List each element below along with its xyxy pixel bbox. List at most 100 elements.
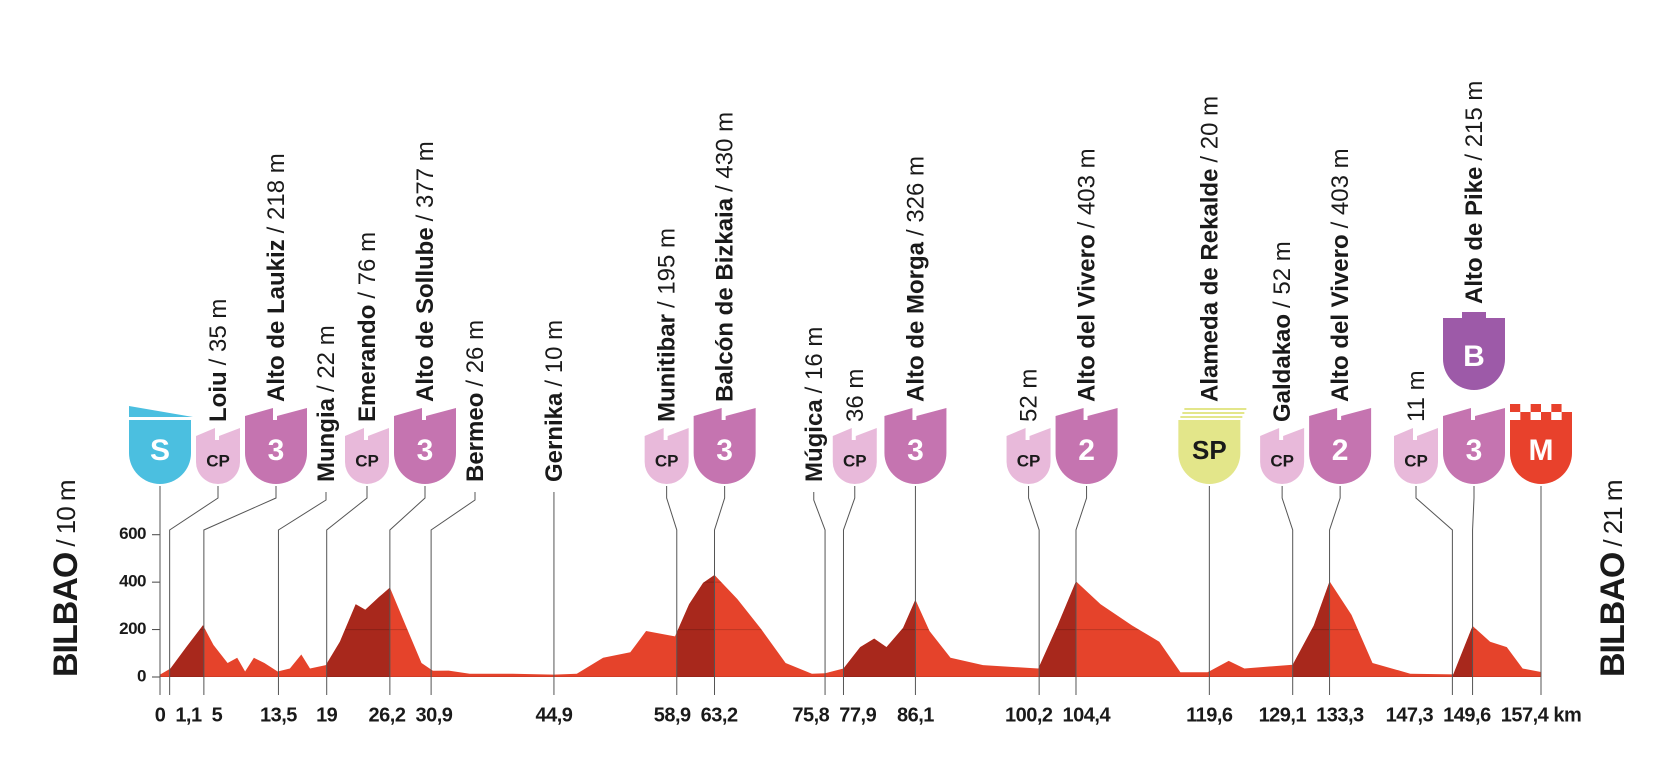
badge-flag bbox=[1443, 318, 1505, 326]
badge-flag bbox=[1530, 404, 1541, 412]
x-tick-label: 26,2 bbox=[369, 704, 406, 726]
climb-shade bbox=[326, 587, 390, 677]
y-tick-label: 600 bbox=[119, 524, 146, 543]
badge-flag bbox=[693, 408, 722, 420]
badge bbox=[345, 440, 389, 484]
badge-flag bbox=[1087, 408, 1118, 420]
waypoint-altitude: / 218 m bbox=[263, 153, 290, 233]
badge-label: CP bbox=[655, 451, 679, 470]
leader-line bbox=[714, 486, 726, 695]
waypoint-label: Alto de Pike / 215 m bbox=[1461, 81, 1488, 304]
x-tick-label: 77,9 bbox=[839, 704, 876, 726]
x-tick-label: 75,8 bbox=[792, 704, 829, 726]
waypoint-name: Loiu bbox=[205, 371, 232, 422]
badge-flag bbox=[1462, 312, 1486, 319]
x-tick-label: 19 bbox=[316, 704, 338, 726]
badge bbox=[644, 440, 689, 484]
waypoint-altitude: / 215 m bbox=[1461, 81, 1488, 161]
badge bbox=[196, 440, 240, 484]
climb-shade bbox=[676, 575, 715, 677]
waypoint-altitude: / 430 m bbox=[711, 112, 738, 192]
start-altitude: / 10 m bbox=[51, 480, 81, 546]
climb-shade bbox=[1452, 626, 1473, 677]
badge-label: 3 bbox=[268, 434, 285, 467]
waypoint-name: Alto del Vivero bbox=[1327, 234, 1354, 402]
waypoint-altitude: / 195 m bbox=[653, 228, 680, 308]
waypoint-name: Galdakao bbox=[1269, 314, 1296, 422]
badge-flag bbox=[884, 408, 913, 420]
badge-flag bbox=[667, 428, 689, 440]
badge bbox=[1443, 420, 1505, 484]
badge-flag bbox=[1341, 408, 1372, 420]
x-tick-label: 149,6 bbox=[1443, 704, 1491, 726]
waypoint-altitude: 36 m bbox=[841, 369, 868, 422]
badge-flag bbox=[1530, 412, 1541, 420]
waypoint-name: Gernika bbox=[540, 392, 567, 482]
x-tick-label: 119,6 bbox=[1186, 704, 1233, 726]
badge-flag bbox=[1551, 404, 1562, 412]
waypoint-name: Munitibar bbox=[653, 314, 680, 422]
badge-flag bbox=[1510, 412, 1521, 420]
waypoint-label: Balcón de Bizkaia / 430 m bbox=[711, 112, 738, 402]
waypoint-label: Galdakao / 52 m bbox=[1269, 241, 1296, 422]
badge-flag bbox=[129, 406, 193, 417]
climb-shade bbox=[1292, 581, 1330, 677]
leader-line bbox=[203, 486, 277, 695]
waypoint-label: Alto de Morga / 326 m bbox=[902, 156, 929, 402]
badge bbox=[884, 420, 947, 484]
waypoint-altitude: 11 m bbox=[1403, 370, 1430, 422]
waypoint-altitude: / 76 m bbox=[354, 232, 381, 299]
badge-flag bbox=[1029, 428, 1051, 440]
waypoint-altitude: / 403 m bbox=[1327, 148, 1354, 228]
leader-line bbox=[666, 486, 678, 695]
leader-line bbox=[813, 492, 826, 695]
badge-label: 3 bbox=[907, 434, 924, 467]
climb-shade bbox=[169, 625, 204, 677]
badge-flag bbox=[1394, 428, 1413, 440]
badge-flag bbox=[1055, 408, 1084, 420]
waypoint-altitude: 52 m bbox=[1015, 369, 1042, 422]
waypoint-altitude: / 20 m bbox=[1196, 96, 1223, 163]
badge-flag bbox=[1551, 412, 1562, 420]
waypoint-label: Gernika / 10 m bbox=[540, 320, 567, 482]
leader-line bbox=[1415, 486, 1453, 695]
waypoint-name: Balcón de Bizkaia bbox=[711, 197, 738, 402]
waypoint-label: Alto del Vivero / 403 m bbox=[1073, 148, 1100, 402]
x-tick-label: 100,2 bbox=[1005, 704, 1053, 726]
badge-label: SP bbox=[1192, 435, 1227, 465]
badge-flag bbox=[219, 428, 240, 440]
badge-flag bbox=[644, 428, 664, 440]
x-tick-label: 44,9 bbox=[535, 704, 572, 726]
badge-flag bbox=[855, 428, 877, 440]
waypoint-label: Munitibar / 195 m bbox=[653, 228, 680, 422]
badge-flag bbox=[1510, 404, 1521, 412]
badge-flag bbox=[277, 408, 307, 420]
badge-label: S bbox=[150, 434, 170, 467]
badge-label: 2 bbox=[1332, 434, 1349, 467]
waypoint-label: Mungia / 22 m bbox=[313, 325, 340, 482]
badge-flag bbox=[1541, 404, 1552, 412]
badge-flag bbox=[1006, 428, 1026, 440]
waypoint-name: Alto de Laukiz bbox=[263, 239, 290, 402]
y-tick-label: 0 bbox=[137, 666, 146, 685]
leader-line bbox=[389, 486, 426, 695]
badge-flag bbox=[1260, 428, 1280, 440]
climb-shade bbox=[1039, 581, 1076, 677]
badge-flag bbox=[345, 428, 364, 440]
badge bbox=[245, 420, 307, 484]
waypoint-label: Alto del Vivero / 403 m bbox=[1327, 148, 1354, 402]
badge-label: CP bbox=[843, 451, 867, 470]
start-label: BILBAO / 10 m bbox=[47, 480, 85, 677]
badge-label: CP bbox=[1017, 451, 1041, 470]
badge-flag bbox=[394, 408, 422, 420]
badge-flag bbox=[1520, 404, 1531, 412]
badge bbox=[1260, 440, 1305, 484]
leader-line bbox=[169, 486, 219, 695]
badge-flag bbox=[1443, 408, 1471, 420]
leader-line bbox=[1028, 486, 1040, 695]
badge-flag bbox=[1541, 412, 1552, 420]
badge bbox=[1055, 420, 1118, 484]
badge-flag bbox=[1417, 428, 1438, 440]
waypoint-label: 52 m bbox=[1015, 369, 1042, 422]
